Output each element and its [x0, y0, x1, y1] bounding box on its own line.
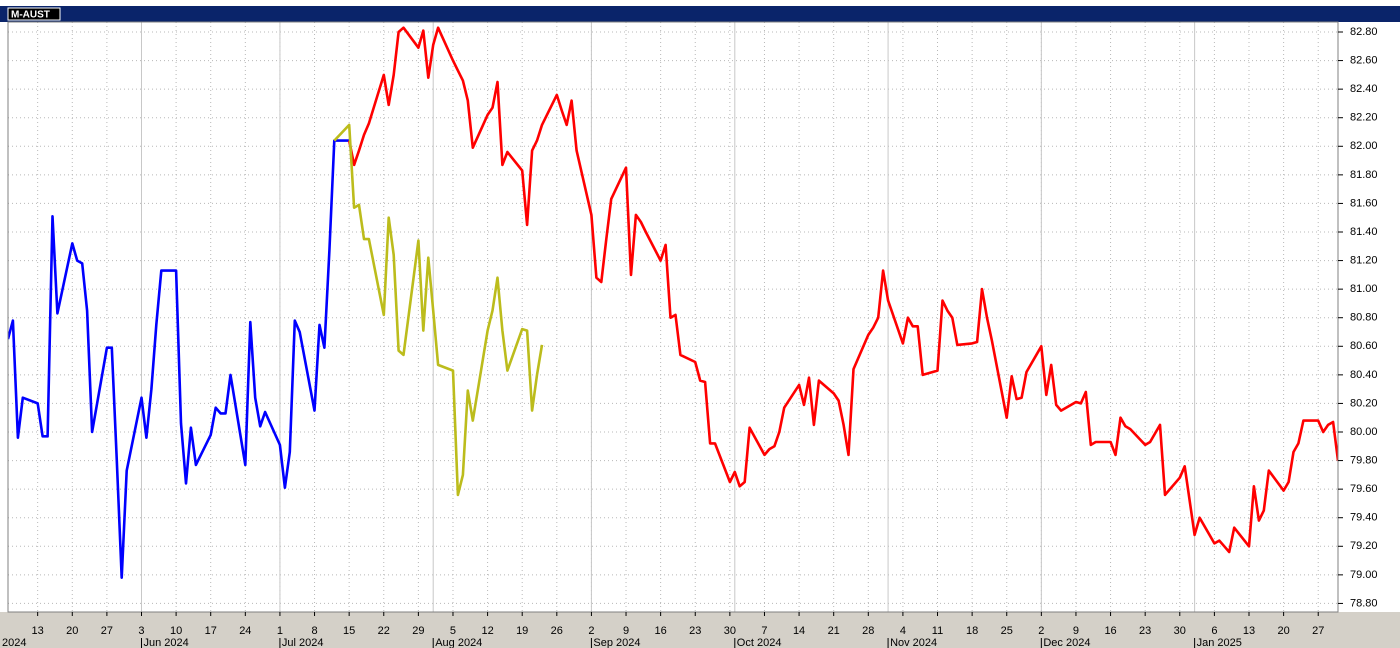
axes: 78.80 79.00 79.20 79.40 79.60 79.80 80.00 80.20… — [2, 26, 1378, 648]
x-tick-label: 9 — [1073, 625, 1079, 637]
y-tick-label: 81.00 — [1350, 283, 1378, 295]
x-tick-label: 2 — [588, 625, 594, 637]
month-label: Dec 2024 — [1043, 637, 1090, 648]
x-tick-label: 10 — [170, 625, 182, 637]
y-tick-label: 82.00 — [1350, 140, 1378, 152]
x-tick-label: 16 — [1104, 625, 1116, 637]
y-tick-label: 80.40 — [1350, 369, 1378, 381]
plot — [8, 26, 1338, 579]
x-tick-label: 17 — [205, 625, 217, 637]
y-tick-label: 78.80 — [1350, 597, 1378, 609]
month-label: 2024 — [2, 637, 26, 648]
x-tick-label: 3 — [138, 625, 144, 637]
x-tick-label: 25 — [1001, 625, 1013, 637]
x-tick-label: 30 — [1174, 625, 1186, 637]
title-bar — [0, 6, 1400, 22]
x-tick-label: 9 — [623, 625, 629, 637]
x-tick-label: 21 — [828, 625, 840, 637]
x-tick-label: 1 — [277, 625, 283, 637]
month-label: Jun 2024 — [143, 637, 188, 648]
x-tick-label: 13 — [32, 625, 44, 637]
x-tick-label: 24 — [239, 625, 251, 637]
x-tick-label: 27 — [1312, 625, 1324, 637]
month-label: Nov 2024 — [890, 637, 937, 648]
x-tick-label: 15 — [343, 625, 355, 637]
x-tick-label: 4 — [900, 625, 906, 637]
plot-border — [7, 21, 1339, 613]
month-label: Aug 2024 — [435, 637, 482, 648]
y-tick-label: 82.40 — [1350, 83, 1378, 95]
y-tick-label: 79.80 — [1350, 454, 1378, 466]
chart-title: M-AUST — [11, 10, 50, 21]
series-line — [8, 139, 350, 579]
y-tick-label: 79.60 — [1350, 483, 1378, 495]
x-tick-label: 30 — [724, 625, 736, 637]
x-tick-label: 14 — [793, 625, 805, 637]
y-tick-label: 81.20 — [1350, 254, 1378, 266]
y-tick-label: 79.00 — [1350, 569, 1378, 581]
x-tick-label: 12 — [481, 625, 493, 637]
x-tick-label: 16 — [655, 625, 667, 637]
x-tick-label: 29 — [412, 625, 424, 637]
x-tick-label: 22 — [378, 625, 390, 637]
x-tick-label: 2 — [1038, 625, 1044, 637]
x-tick-label: 26 — [551, 625, 563, 637]
title-box — [7, 7, 61, 21]
x-tick-label: 18 — [966, 625, 978, 637]
series-line — [347, 26, 1338, 554]
x-tick-label: 7 — [761, 625, 767, 637]
y-tick-label: 79.40 — [1350, 512, 1378, 524]
month-label: Oct 2024 — [737, 637, 782, 648]
series-line — [333, 123, 544, 497]
y-tick-label: 82.80 — [1350, 26, 1378, 38]
x-tick-label: 19 — [516, 625, 528, 637]
y-tick-label: 82.60 — [1350, 54, 1378, 66]
month-label: Jan 2025 — [1197, 637, 1242, 648]
y-tick-label: 80.20 — [1350, 397, 1378, 409]
x-tick-label: 11 — [932, 625, 943, 637]
x-tick-label: 13 — [1243, 625, 1255, 637]
x-tick-label: 27 — [101, 625, 113, 637]
y-tick-label: 80.60 — [1350, 340, 1378, 352]
y-tick-label: 79.20 — [1350, 540, 1378, 552]
x-tick-label: 28 — [862, 625, 874, 637]
x-tick-label: 23 — [1139, 625, 1151, 637]
x-tick-label: 8 — [311, 625, 317, 637]
x-axis-band — [0, 612, 1400, 648]
y-tick-label: 80.80 — [1350, 312, 1378, 324]
y-tick-label: 80.00 — [1350, 426, 1378, 438]
y-tick-label: 81.40 — [1350, 226, 1378, 238]
month-label: Jul 2024 — [282, 637, 324, 648]
y-tick-label: 82.20 — [1350, 112, 1378, 124]
y-tick-label: 81.60 — [1350, 197, 1378, 209]
x-tick-label: 5 — [450, 625, 456, 637]
month-label: Sep 2024 — [593, 637, 640, 648]
x-tick-label: 23 — [689, 625, 701, 637]
y-tick-label: 81.80 — [1350, 169, 1378, 181]
x-tick-label: 20 — [66, 625, 78, 637]
x-tick-label: 20 — [1277, 625, 1289, 637]
x-tick-label: 6 — [1211, 625, 1217, 637]
